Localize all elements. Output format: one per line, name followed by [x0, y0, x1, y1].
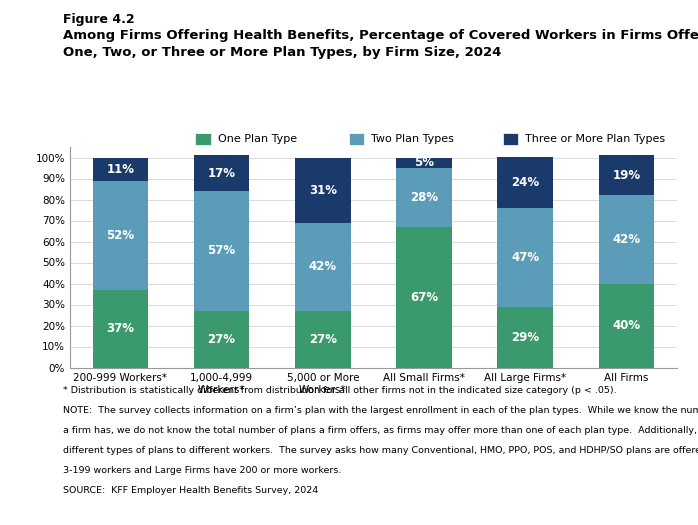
Text: 42%: 42% — [309, 260, 337, 273]
Bar — [194, 311, 249, 368]
Text: 31%: 31% — [309, 184, 337, 196]
Text: 67%: 67% — [410, 291, 438, 303]
Bar — [93, 181, 148, 290]
Bar — [599, 195, 654, 284]
Bar — [498, 208, 553, 307]
Text: 37%: 37% — [106, 322, 135, 335]
Text: 27%: 27% — [309, 333, 337, 345]
Text: different types of plans to different workers.  The survey asks how many Convent: different types of plans to different wo… — [63, 446, 698, 455]
Bar — [295, 158, 350, 223]
Bar — [498, 158, 553, 208]
Bar — [396, 158, 452, 168]
Bar — [93, 290, 148, 367]
Text: 42%: 42% — [612, 233, 641, 246]
Text: 47%: 47% — [511, 251, 540, 264]
Text: Two Plan Types: Two Plan Types — [371, 134, 454, 144]
Text: Three or More Plan Types: Three or More Plan Types — [525, 134, 665, 144]
Text: 11%: 11% — [106, 163, 135, 175]
Text: 24%: 24% — [511, 176, 540, 189]
Text: One, Two, or Three or More Plan Types, by Firm Size, 2024: One, Two, or Three or More Plan Types, b… — [63, 46, 501, 59]
Text: 29%: 29% — [511, 331, 540, 343]
Text: 17%: 17% — [207, 167, 236, 180]
Text: Figure 4.2: Figure 4.2 — [63, 13, 135, 26]
Text: Among Firms Offering Health Benefits, Percentage of Covered Workers in Firms Off: Among Firms Offering Health Benefits, Pe… — [63, 29, 698, 42]
Text: a firm has, we do not know the total number of plans a firm offers, as firms may: a firm has, we do not know the total num… — [63, 426, 698, 435]
Text: * Distribution is statistically different from distribution for all other firms : * Distribution is statistically differen… — [63, 386, 616, 395]
Text: SOURCE:  KFF Employer Health Benefits Survey, 2024: SOURCE: KFF Employer Health Benefits Sur… — [63, 486, 318, 495]
Text: 5%: 5% — [414, 156, 434, 169]
Text: 57%: 57% — [207, 245, 236, 257]
Text: 3-199 workers and Large Firms have 200 or more workers.: 3-199 workers and Large Firms have 200 o… — [63, 466, 341, 475]
Bar — [194, 191, 249, 311]
Bar — [295, 223, 350, 311]
Bar — [498, 307, 553, 367]
Bar — [194, 155, 249, 191]
Text: 40%: 40% — [612, 319, 641, 332]
Text: 28%: 28% — [410, 191, 438, 204]
Text: 27%: 27% — [207, 333, 236, 345]
Text: One Plan Type: One Plan Type — [218, 134, 297, 144]
Bar — [599, 155, 654, 195]
Bar — [599, 284, 654, 367]
Text: 19%: 19% — [612, 169, 641, 182]
Bar — [93, 158, 148, 181]
Text: NOTE:  The survey collects information on a firm’s plan with the largest enrollm: NOTE: The survey collects information on… — [63, 406, 698, 415]
Bar — [396, 168, 452, 227]
Bar — [396, 227, 452, 368]
Bar — [295, 311, 350, 368]
Text: 52%: 52% — [106, 229, 135, 242]
